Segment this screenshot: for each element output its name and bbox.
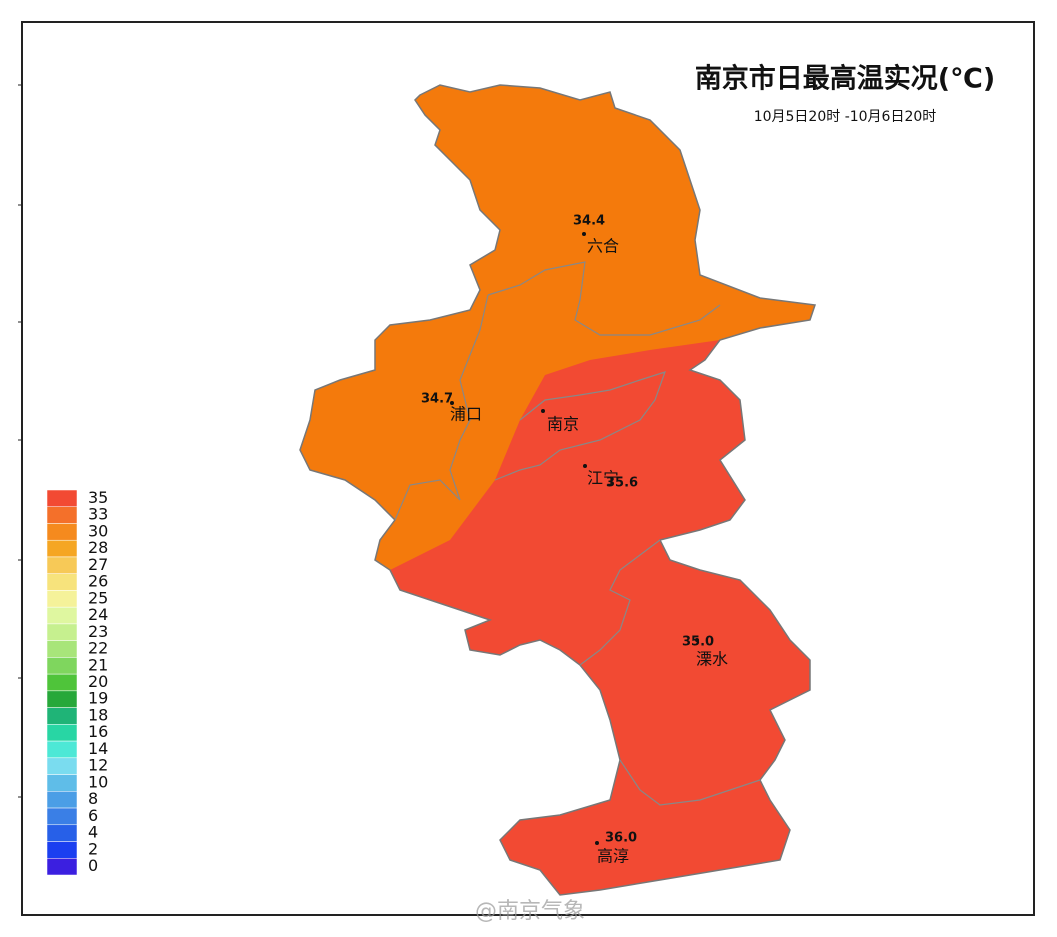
station-dot <box>583 464 587 468</box>
legend-swatch <box>46 640 78 658</box>
legend-swatch <box>46 556 78 574</box>
legend-swatch <box>46 623 78 641</box>
legend-label: 20 <box>88 672 108 691</box>
legend-label: 4 <box>88 823 98 842</box>
station-dot <box>582 232 586 236</box>
station-dot <box>695 638 699 642</box>
legend-label: 0 <box>88 856 98 875</box>
legend-label: 21 <box>88 655 108 674</box>
legend-swatch <box>46 573 78 591</box>
district-boundaries <box>394 261 761 806</box>
legend-label: 35 <box>88 488 108 507</box>
legend-label: 18 <box>88 705 108 724</box>
legend-swatch <box>46 807 78 826</box>
station-value: 34.7 <box>421 392 453 407</box>
legend-swatch <box>46 724 78 742</box>
map-subtitle: 10月5日20时 -10月6日20时 <box>754 109 937 125</box>
legend-label: 24 <box>88 605 108 624</box>
station-name: 溧水 <box>696 650 728 669</box>
legend-swatch <box>46 657 78 675</box>
station-value: 34.4 <box>573 214 605 229</box>
legend: 3533302827262524232221201918161412108642… <box>46 488 108 876</box>
legend-label: 10 <box>88 772 108 791</box>
station-name: 江宁 <box>587 469 619 488</box>
legend-swatch <box>46 774 78 792</box>
legend-label: 22 <box>88 639 108 658</box>
legend-swatch <box>46 606 78 625</box>
legend-swatch <box>46 791 78 809</box>
legend-swatch <box>46 690 78 708</box>
station-name: 浦口 <box>450 405 482 424</box>
legend-label: 26 <box>88 572 108 591</box>
legend-swatch <box>46 740 78 759</box>
legend-swatch <box>46 506 78 524</box>
legend-label: 27 <box>88 555 108 574</box>
station-name: 高淳 <box>597 847 629 866</box>
station-dot <box>541 409 545 413</box>
legend-swatch <box>46 489 78 507</box>
legend-label: 12 <box>88 756 108 775</box>
station-value: 35.6 <box>606 476 638 491</box>
legend-label: 16 <box>88 722 108 741</box>
legend-label: 8 <box>88 789 98 808</box>
legend-swatch <box>46 539 78 558</box>
legend-swatch <box>46 757 78 775</box>
legend-label: 30 <box>88 521 108 540</box>
legend-swatch <box>46 673 78 692</box>
legend-swatch <box>46 523 78 541</box>
legend-label: 19 <box>88 689 108 708</box>
station-name: 南京 <box>547 415 579 434</box>
legend-swatch <box>46 858 78 876</box>
legend-label: 2 <box>88 839 98 858</box>
legend-swatch <box>46 590 78 608</box>
station-dot <box>450 401 454 405</box>
legend-label: 6 <box>88 806 98 825</box>
station-name: 六合 <box>587 237 619 256</box>
ticks <box>18 84 22 798</box>
legend-label: 25 <box>88 588 108 607</box>
station-value: 36.0 <box>605 831 637 846</box>
legend-swatch <box>46 841 78 859</box>
legend-swatch <box>46 707 78 725</box>
legend-swatch <box>46 824 78 842</box>
legend-label: 23 <box>88 622 108 641</box>
station-value: 35.0 <box>682 635 714 650</box>
legend-label: 28 <box>88 538 108 557</box>
watermark: @南京气象 <box>475 899 585 924</box>
station-dot <box>595 841 599 845</box>
legend-label: 14 <box>88 739 108 758</box>
map-title: 南京市日最高温实况(℃) <box>695 63 995 95</box>
legend-label: 33 <box>88 505 108 524</box>
